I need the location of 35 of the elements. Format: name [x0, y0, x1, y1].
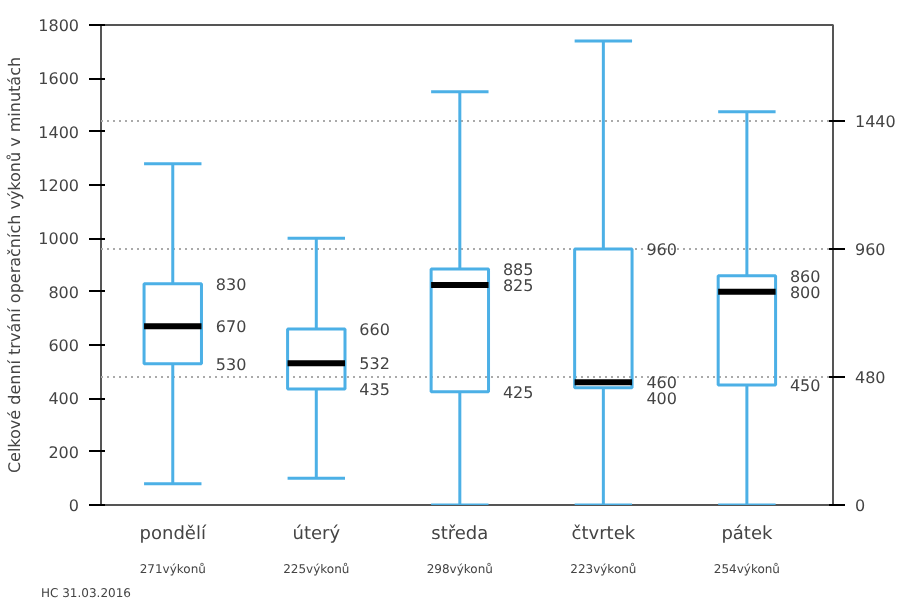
annotation: 860 — [789, 267, 821, 286]
annotation: 400 — [646, 390, 677, 409]
annotation: 425 — [502, 383, 534, 402]
annotation: 885 — [502, 261, 534, 279]
y2-tick-label: 480 — [855, 369, 886, 387]
x-tick-label: pátek — [721, 523, 774, 545]
y-tick-label: 800 — [48, 283, 80, 302]
x-tick-label: úterý — [292, 523, 342, 545]
annotation: 960 — [646, 241, 677, 259]
y-tick-label: 600 — [48, 337, 80, 355]
annotation: 532 — [359, 355, 390, 374]
x-tick-label: pondělí — [139, 523, 207, 545]
x-tick-label: čtvrtek — [571, 523, 637, 545]
annotation: 435 — [359, 381, 390, 399]
y2-tick-label: 960 — [855, 241, 886, 259]
annotation: 825 — [502, 277, 534, 295]
y-tick-label: 1000 — [38, 230, 79, 249]
y-tick-label: 1400 — [38, 123, 79, 142]
y2-tick-label: 0 — [855, 497, 866, 515]
y-tick-label: 400 — [48, 390, 80, 409]
annotation: 830 — [215, 275, 247, 294]
y-axis-title: Celkové denní trvání operačních výkonů v minutách — [6, 56, 25, 474]
y-tick-label: 1800 — [38, 17, 79, 35]
y-tick-label: 1600 — [38, 70, 79, 89]
y2-tick-label: 1440 — [855, 113, 896, 131]
annotation: 660 — [359, 321, 390, 339]
annotation: 460 — [646, 374, 677, 393]
x-tick-label: středa — [431, 523, 489, 545]
y-tick-label: 1200 — [38, 177, 79, 195]
annotation: 670 — [215, 318, 247, 337]
annotation: 530 — [215, 355, 247, 374]
y-tick-label: 200 — [48, 443, 80, 462]
annotation: 450 — [789, 377, 821, 395]
y-tick-label: 0 — [68, 497, 80, 515]
annotation: 800 — [789, 283, 821, 302]
